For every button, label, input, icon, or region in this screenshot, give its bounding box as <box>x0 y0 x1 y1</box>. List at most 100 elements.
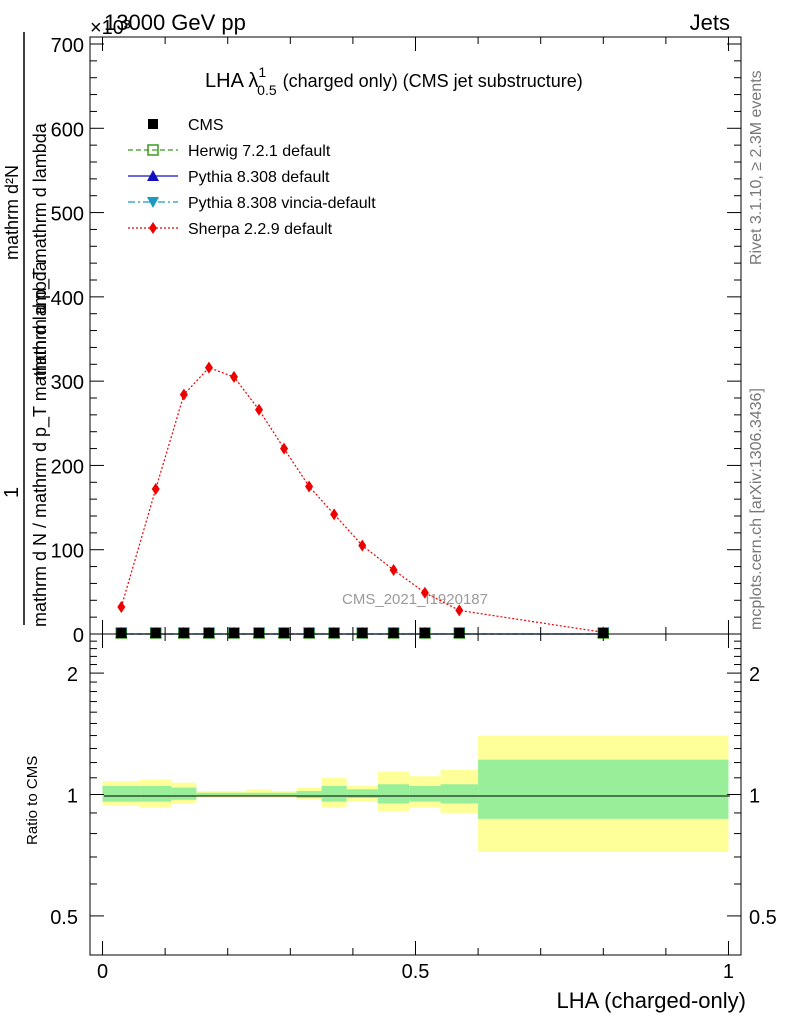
series-line <box>120 366 604 633</box>
legend-label: Sherpa 2.2.9 default <box>188 221 333 238</box>
ratio-y-tick-label: 1 <box>67 786 78 808</box>
data-point <box>279 628 290 638</box>
header-right-label: Jets <box>690 10 730 35</box>
ratio-inner-band <box>246 792 272 797</box>
data-point <box>455 604 464 617</box>
main-chart-title-text: LHA λ <box>205 70 258 92</box>
data-point <box>389 563 398 576</box>
ratio-inner-band <box>409 785 441 802</box>
ratio-inner-band <box>271 792 297 797</box>
main-ylabel-top: mathrm d²N <box>2 165 22 260</box>
mcplots-label: mcplots.cern.ch [arXiv:1306.3436] <box>748 388 765 630</box>
legend-entry: Pythia 8.308 default <box>128 169 330 186</box>
main-y-tick-label: 400 <box>51 288 84 310</box>
ratio-y-tick-label-right: 0.5 <box>749 907 777 929</box>
main-y-tick-label: 200 <box>51 456 84 478</box>
ratio-inner-band <box>478 759 729 819</box>
legend-marker <box>147 197 159 208</box>
main-y-tick-label: 0 <box>73 625 84 647</box>
ratio-inner-band <box>196 792 222 797</box>
ratio-y-tick-labels: 0.5 0.5 1 1 2 2 <box>50 664 777 929</box>
data-point <box>150 628 161 638</box>
ratio-inner-band <box>346 789 378 799</box>
main-ylabel-main: mathrm d p_T mathrm d lambda <box>30 122 51 380</box>
data-point <box>357 628 368 638</box>
ratio-x-tick-label: 0.5 <box>402 961 430 983</box>
legend-entry: Sherpa 2.2.9 default <box>128 221 333 238</box>
main-chart-title: LHA λ1 0.5 (charged only) (CMS jet substru… <box>205 64 583 98</box>
ratio-inner-band <box>140 785 172 802</box>
legend-marker <box>147 170 159 181</box>
main-y-tick-labels: 0 100 200 300 400 500 600 700 <box>51 35 84 647</box>
ratio-inner-band <box>440 784 479 804</box>
data-point <box>179 388 188 401</box>
data-point <box>420 586 429 599</box>
ratio-inner-band <box>321 785 347 802</box>
analysis-watermark: CMS_2021_I1920187 <box>342 591 488 608</box>
main-chart-title-suffix: (charged only) (CMS jet substructure) <box>283 71 583 91</box>
ratio-x-tick-labels: 0 0.5 1 <box>97 961 734 983</box>
legend-entry: CMS <box>148 117 224 134</box>
data-point <box>280 442 289 455</box>
data-point <box>330 508 339 521</box>
main-y-tick-label: 700 <box>51 35 84 57</box>
legend-marker <box>148 119 158 129</box>
data-point <box>228 628 239 638</box>
ratio-x-tick-label: 0 <box>97 961 108 983</box>
ratio-y-tick-label-right: 1 <box>749 786 760 808</box>
main-axis-ticks <box>90 37 741 635</box>
ratio-axis-ticks <box>90 634 741 955</box>
main-chart-title-sup: 1 <box>258 64 266 80</box>
data-point <box>305 480 314 493</box>
series-cms <box>116 628 609 638</box>
legend-label: CMS <box>188 117 224 134</box>
legend-label: Pythia 8.308 default <box>188 169 330 186</box>
ratio-y-tick-label: 0.5 <box>50 907 78 929</box>
ratio-y-tick-label-right: 2 <box>749 664 760 686</box>
header-left-label: 13000 GeV pp <box>104 10 246 35</box>
ratio-bands <box>102 735 729 853</box>
data-point <box>255 403 264 416</box>
data-point <box>419 628 430 638</box>
legend-label: Herwig 7.2.1 default <box>188 143 331 160</box>
data-point <box>254 628 265 638</box>
main-ylabel-denominator: mathrm d N / mathrm d p_T mathrm d lambd… <box>30 260 51 627</box>
data-point <box>117 601 126 614</box>
data-point <box>229 370 238 383</box>
legend: CMS Herwig 7.2.1 default Pythia 8.308 defa… <box>128 117 376 238</box>
data-point <box>204 361 213 374</box>
ratio-x-tick-label: 1 <box>723 961 734 983</box>
legend-marker <box>147 144 159 156</box>
legend-entry: Herwig 7.2.1 default <box>128 143 331 160</box>
ratio-inner-band <box>377 784 410 804</box>
main-chart-title-sub: 0.5 <box>257 82 277 98</box>
main-y-tick-label: 100 <box>51 541 84 563</box>
data-point <box>358 539 367 552</box>
data-point <box>178 628 189 638</box>
main-y-tick-label: 300 <box>51 372 84 394</box>
main-y-tick-label: 600 <box>51 119 84 141</box>
series-layer <box>115 361 610 639</box>
data-point <box>454 628 465 638</box>
rivet-version-label: Rivet 3.1.10, ≥ 2.3M events <box>748 70 765 265</box>
ratio-inner-band <box>221 792 247 797</box>
data-point <box>203 628 214 638</box>
data-point <box>304 628 315 638</box>
ratio-inner-band <box>296 791 322 799</box>
legend-label: Pythia 8.308 vincia-default <box>188 195 376 212</box>
data-point <box>598 628 609 638</box>
data-point <box>116 628 127 638</box>
ratio-ylabel: Ratio to CMS <box>24 756 41 845</box>
header-multiplier: ×10³ <box>90 17 131 39</box>
ratio-inner-band <box>171 787 197 800</box>
legend-entry: Pythia 8.308 vincia-default <box>128 195 376 212</box>
data-point <box>329 628 340 638</box>
ratio-y-tick-label: 2 <box>67 664 78 686</box>
main-y-tick-label: 500 <box>51 204 84 226</box>
data-point <box>388 628 399 638</box>
ratio-inner-band <box>102 785 141 802</box>
legend-marker <box>149 222 157 234</box>
x-axis-label: LHA (charged-only) <box>556 988 746 1013</box>
main-ylabel-numerator: 1 <box>1 487 23 498</box>
